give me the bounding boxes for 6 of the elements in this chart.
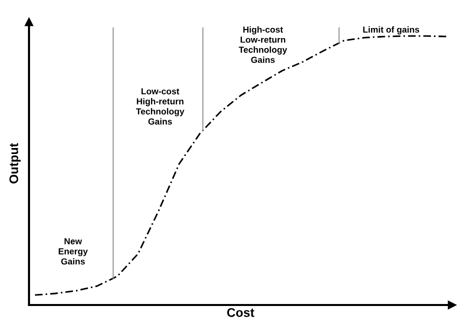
annotation: High-cost Low-return Technology Gains [238,26,288,63]
annotation: Low-cost High-return Technology Gains [136,88,184,125]
x-axis-title: Cost [227,308,254,317]
annotation: New Energy Gains [58,238,88,265]
text: Limit of gains [363,26,420,34]
y-axis-title: Output [9,143,21,184]
